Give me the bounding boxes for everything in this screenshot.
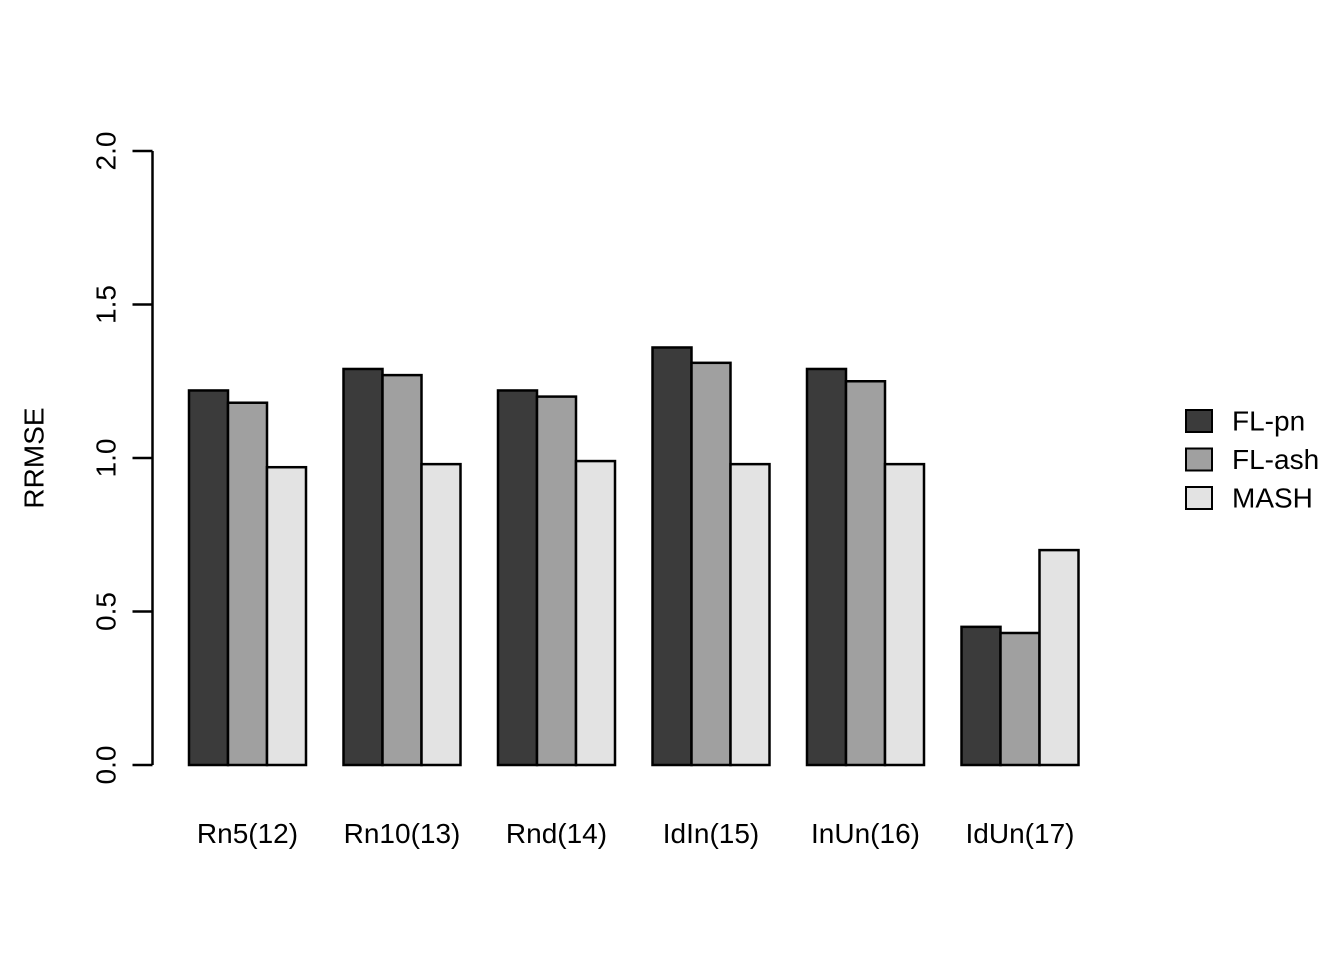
- bar-FL-pn-Rnd(14): [496, 389, 539, 767]
- bar-MASH-InUn(16): [883, 462, 926, 767]
- bar-FL-ash-Rn5(12): [226, 401, 269, 767]
- legend-label-FL-pn: FL-pn: [1232, 406, 1305, 437]
- x-axis-label: Rn10(13): [344, 818, 461, 849]
- bar-MASH-Rnd(14): [574, 459, 617, 767]
- bar-MASH-Rn5(12): [265, 465, 308, 767]
- legend-swatch-MASH: [1185, 486, 1213, 510]
- legend-swatch-FL-pn: [1185, 409, 1213, 433]
- bar-MASH-IdIn(15): [729, 462, 771, 767]
- y-axis-title: RRMSE: [19, 407, 50, 508]
- x-axis-label: Rnd(14): [506, 818, 607, 849]
- y-axis-tick-label: 0.5: [91, 592, 122, 631]
- legend-swatch-FL-ash: [1185, 447, 1213, 472]
- legend-label-FL-ash: FL-ash: [1232, 444, 1319, 475]
- bar-FL-ash-IdUn(17): [999, 631, 1041, 767]
- x-axis-label: IdUn(17): [966, 818, 1075, 849]
- bar-FL-pn-Rn10(13): [342, 367, 384, 767]
- legend-label-MASH: MASH: [1232, 483, 1313, 514]
- x-axis-label: IdIn(15): [663, 818, 760, 849]
- y-axis-tick-label: 2.0: [91, 132, 122, 171]
- bar-FL-pn-Rn5(12): [187, 389, 230, 767]
- bar-FL-ash-IdIn(15): [690, 361, 732, 767]
- x-axis-label: Rn5(12): [197, 818, 298, 849]
- bar-FL-pn-IdUn(17): [960, 625, 1002, 767]
- bar-FL-ash-InUn(16): [844, 380, 887, 767]
- y-axis-tick-label: 0.0: [91, 746, 122, 785]
- bar-MASH-IdUn(17): [1038, 548, 1080, 767]
- bar-FL-pn-InUn(16): [805, 367, 848, 767]
- x-axis-label: InUn(16): [811, 818, 920, 849]
- bar-FL-pn-IdIn(15): [651, 346, 693, 767]
- bar-FL-ash-Rnd(14): [535, 395, 578, 767]
- bar-MASH-Rn10(13): [420, 462, 462, 767]
- y-axis-tick-label: 1.0: [91, 439, 122, 478]
- bar-FL-ash-Rn10(13): [381, 373, 423, 767]
- y-axis-tick-label: 1.5: [91, 285, 122, 324]
